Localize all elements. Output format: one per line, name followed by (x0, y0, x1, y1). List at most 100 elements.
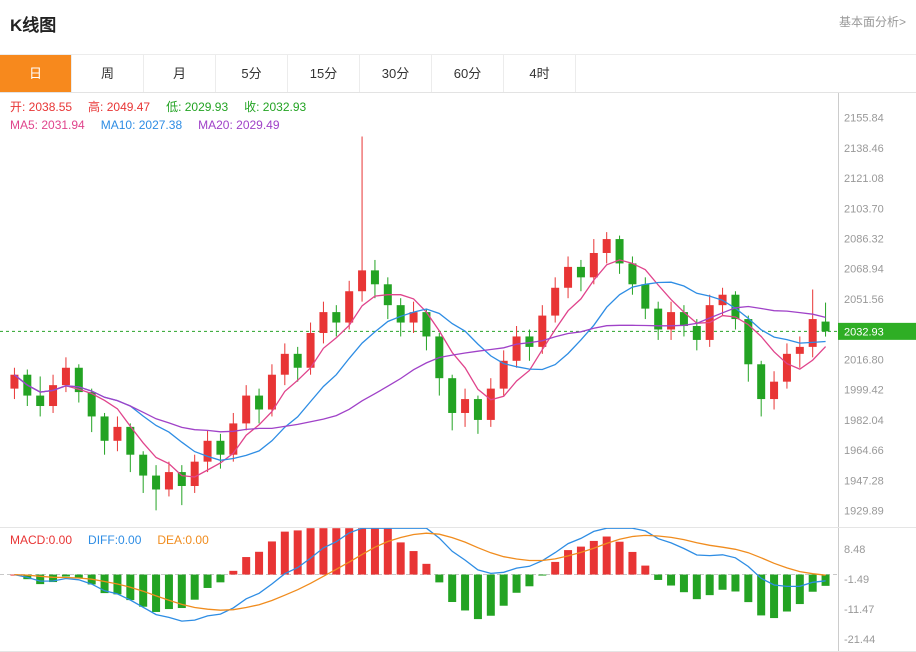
candle-body (589, 252, 598, 278)
macd-bar (203, 574, 212, 588)
candle-body (177, 472, 186, 487)
candle-body (358, 270, 367, 292)
candle-body (499, 360, 508, 389)
candle-body (486, 388, 495, 420)
macd-bar (74, 574, 83, 579)
macd-bar (705, 574, 714, 596)
candle-body (370, 270, 379, 285)
diff-label: DIFF:0.00 (88, 533, 142, 547)
ma-info-row: MA5: 2031.94 MA10: 2027.38 MA20: 2029.49 (10, 118, 280, 132)
candle-body (396, 305, 405, 323)
ma10-line (13, 281, 826, 461)
macd-bar (692, 574, 701, 600)
tab-4hour[interactable]: 4时 (504, 55, 576, 92)
candle-body (74, 367, 83, 393)
candle-body (216, 440, 225, 455)
candle-body (576, 266, 585, 278)
candle-body (87, 392, 96, 417)
price-tick-label: 1999.42 (844, 385, 884, 397)
candle-body (409, 312, 418, 323)
macd-bar (267, 541, 276, 575)
fundamental-analysis-link[interactable]: 基本面分析> (838, 15, 906, 29)
price-tick-label: 2068.94 (844, 264, 884, 276)
current-price-tag-bg (838, 322, 916, 340)
tab-5min[interactable]: 5分 (216, 55, 288, 92)
tab-60min[interactable]: 60分 (432, 55, 504, 92)
macd-axis-labels: 8.48 -1.49 -11.47 -21.44 (844, 544, 875, 646)
chart-area: 2155.84 2138.46 2121.08 2103.70 2086.32 2068.… (0, 93, 916, 652)
macd-bar (679, 574, 688, 593)
macd-bar (49, 574, 58, 583)
candle-body (332, 312, 341, 323)
candle-body (242, 395, 251, 424)
ohlc-low: 低: 2029.93 (166, 100, 229, 114)
price-tick-label: 2121.08 (844, 173, 884, 185)
candle-body (422, 312, 431, 337)
macd-bar (525, 574, 534, 587)
candle-body (100, 416, 109, 441)
macd-tick-label: -21.44 (844, 634, 875, 646)
candle-body (203, 440, 212, 462)
macd-bar (641, 565, 650, 575)
candle-body (654, 308, 663, 330)
tab-day[interactable]: 日 (0, 55, 72, 92)
candle-body (667, 312, 676, 330)
kline-chart[interactable]: 2155.84 2138.46 2121.08 2103.70 2086.32 2068.… (0, 93, 916, 652)
macd-bar (821, 574, 830, 586)
price-tick-label: 2155.84 (844, 113, 884, 125)
dea-label: DEA:0.00 (157, 533, 209, 547)
candle-body (525, 336, 534, 347)
macd-bar (370, 528, 379, 575)
candle-body (319, 312, 328, 333)
candle-body (731, 294, 740, 320)
tab-week[interactable]: 周 (72, 55, 144, 92)
candle-body (641, 284, 650, 309)
macd-bar (306, 528, 315, 575)
candle-body (551, 287, 560, 316)
macd-bar (409, 551, 418, 575)
macd-bar (782, 574, 791, 612)
macd-bar (190, 574, 199, 600)
macd-bar (770, 574, 779, 619)
header: K线图 基本面分析> (0, 0, 916, 54)
macd-bar (654, 574, 663, 580)
candle-body (679, 312, 688, 327)
ohlc-open: 开: 2038.55 (10, 100, 73, 114)
candle-body (615, 239, 624, 264)
candle-body (36, 395, 45, 407)
price-tick-label: 2051.56 (844, 294, 884, 306)
macd-tick-label: -1.49 (844, 574, 869, 586)
macd-info-row: MACD:0.00 DIFF:0.00 DEA:0.00 (10, 533, 209, 547)
macd-bar (667, 574, 676, 586)
page-title: K线图 (10, 16, 57, 35)
macd-bar (229, 570, 238, 575)
macd-bar (216, 574, 225, 583)
macd-bar (808, 574, 817, 592)
macd-bar (293, 530, 302, 575)
candle-body (564, 266, 573, 288)
candle-body (152, 475, 161, 490)
dea-line (14, 532, 826, 611)
ohlc-info-row: 开: 2038.55 高: 2049.47 低: 2029.93 收: 2032.93 (10, 98, 306, 115)
candle-body (795, 346, 804, 354)
candle-body (49, 385, 58, 407)
candle-body (473, 399, 482, 420)
current-price-tag-text: 2032.93 (844, 326, 884, 338)
macd-bar (242, 557, 251, 575)
price-tick-label: 1947.28 (844, 475, 884, 487)
tab-month[interactable]: 月 (144, 55, 216, 92)
price-tick-label: 2086.32 (844, 234, 884, 246)
candle-body (255, 395, 264, 410)
candle-body (744, 319, 753, 365)
macd-bar (589, 540, 598, 575)
tab-30min[interactable]: 30分 (360, 55, 432, 92)
candle-body (628, 263, 637, 285)
candle-body (267, 374, 276, 410)
macd-bar (744, 574, 753, 603)
tab-15min[interactable]: 15分 (288, 55, 360, 92)
macd-bar (628, 551, 637, 575)
macd-bar (718, 574, 727, 590)
macd-bar (280, 531, 289, 575)
macd-bar (731, 574, 740, 592)
ma5-label: MA5: 2031.94 (10, 118, 85, 132)
